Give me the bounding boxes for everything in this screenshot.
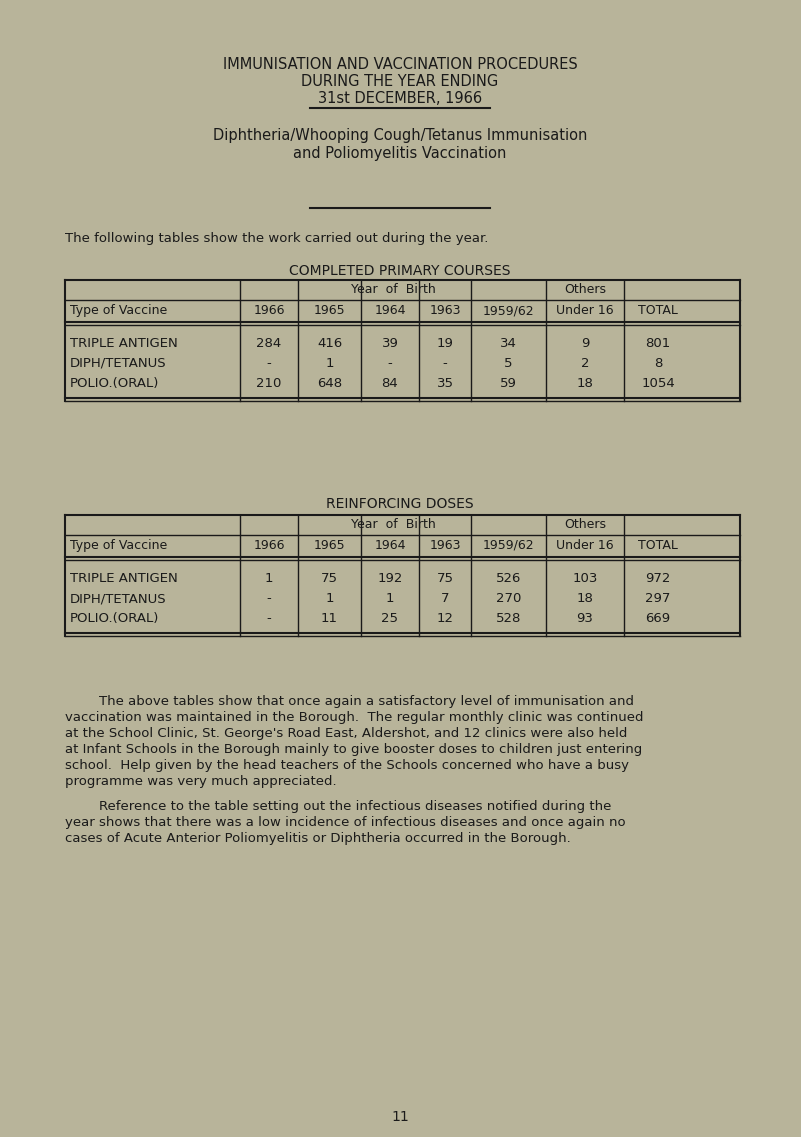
Text: REINFORCING DOSES: REINFORCING DOSES	[326, 497, 474, 511]
Text: 8: 8	[654, 357, 662, 370]
Text: 18: 18	[577, 377, 594, 390]
Text: cases of Acute Anterior Poliomyelitis or Diphtheria occurred in the Borough.: cases of Acute Anterior Poliomyelitis or…	[65, 832, 571, 845]
Text: -: -	[267, 612, 272, 625]
Text: 11: 11	[321, 612, 338, 625]
Text: at the School Clinic, St. George's Road East, Aldershot, and 12 clinics were als: at the School Clinic, St. George's Road …	[65, 727, 627, 740]
Text: 528: 528	[496, 612, 521, 625]
Text: 1964: 1964	[374, 304, 406, 317]
Text: POLIO.(ORAL): POLIO.(ORAL)	[70, 612, 159, 625]
Text: TOTAL: TOTAL	[638, 539, 678, 551]
Text: 1965: 1965	[314, 304, 345, 317]
Text: COMPLETED PRIMARY COURSES: COMPLETED PRIMARY COURSES	[289, 264, 511, 279]
Text: 35: 35	[437, 377, 453, 390]
Text: 2: 2	[581, 357, 590, 370]
Text: 210: 210	[256, 377, 282, 390]
Text: 75: 75	[437, 572, 453, 586]
Text: 1963: 1963	[429, 304, 461, 317]
Text: Under 16: Under 16	[556, 539, 614, 551]
Text: at Infant Schools in the Borough mainly to give booster doses to children just e: at Infant Schools in the Borough mainly …	[65, 742, 642, 756]
Text: POLIO.(ORAL): POLIO.(ORAL)	[70, 377, 159, 390]
Text: 5: 5	[505, 357, 513, 370]
Text: -: -	[443, 357, 448, 370]
Text: Under 16: Under 16	[556, 304, 614, 317]
Text: TRIPLE ANTIGEN: TRIPLE ANTIGEN	[70, 572, 178, 586]
Text: Others: Others	[564, 283, 606, 296]
Text: 1959/62: 1959/62	[483, 539, 534, 551]
Text: Type of Vaccine: Type of Vaccine	[70, 539, 167, 551]
Text: -: -	[267, 592, 272, 605]
Text: 103: 103	[572, 572, 598, 586]
Text: The following tables show the work carried out during the year.: The following tables show the work carri…	[65, 232, 489, 244]
Text: 1963: 1963	[429, 539, 461, 551]
Text: school.  Help given by the head teachers of the Schools concerned who have a bus: school. Help given by the head teachers …	[65, 760, 629, 772]
Text: 1964: 1964	[374, 539, 406, 551]
Text: 84: 84	[381, 377, 398, 390]
Text: 270: 270	[496, 592, 521, 605]
Text: 18: 18	[577, 592, 594, 605]
Text: 1965: 1965	[314, 539, 345, 551]
Text: 11: 11	[391, 1110, 409, 1124]
Text: 972: 972	[646, 572, 670, 586]
Text: Type of Vaccine: Type of Vaccine	[70, 304, 167, 317]
Text: -: -	[388, 357, 392, 370]
Text: 93: 93	[577, 612, 594, 625]
Text: 34: 34	[500, 337, 517, 350]
Text: 297: 297	[646, 592, 670, 605]
Text: The above tables show that once again a satisfactory level of immunisation and: The above tables show that once again a …	[65, 695, 634, 708]
Text: 669: 669	[646, 612, 670, 625]
Text: programme was very much appreciated.: programme was very much appreciated.	[65, 775, 336, 788]
Text: 284: 284	[256, 337, 282, 350]
Text: Diphtheria/Whooping Cough/Tetanus Immunisation: Diphtheria/Whooping Cough/Tetanus Immuni…	[213, 128, 587, 143]
Text: 1966: 1966	[253, 304, 284, 317]
Text: 1: 1	[325, 357, 334, 370]
Text: 1: 1	[325, 592, 334, 605]
Text: 526: 526	[496, 572, 521, 586]
Text: TRIPLE ANTIGEN: TRIPLE ANTIGEN	[70, 337, 178, 350]
Text: 416: 416	[317, 337, 342, 350]
Text: 25: 25	[381, 612, 399, 625]
Text: 801: 801	[646, 337, 670, 350]
Text: DURING THE YEAR ENDING: DURING THE YEAR ENDING	[301, 74, 499, 89]
Text: 1054: 1054	[641, 377, 675, 390]
Text: 648: 648	[317, 377, 342, 390]
Text: 1: 1	[386, 592, 394, 605]
Text: DIPH/TETANUS: DIPH/TETANUS	[70, 592, 167, 605]
Text: TOTAL: TOTAL	[638, 304, 678, 317]
Text: year shows that there was a low incidence of infectious diseases and once again : year shows that there was a low incidenc…	[65, 816, 626, 829]
Text: 1966: 1966	[253, 539, 284, 551]
Text: Others: Others	[564, 518, 606, 531]
Text: 31st DECEMBER, 1966: 31st DECEMBER, 1966	[318, 91, 482, 106]
Text: 7: 7	[441, 592, 449, 605]
Text: Year  of  Birth: Year of Birth	[351, 283, 436, 296]
Text: 39: 39	[381, 337, 398, 350]
Text: vaccination was maintained in the Borough.  The regular monthly clinic was conti: vaccination was maintained in the Boroug…	[65, 711, 643, 724]
Text: DIPH/TETANUS: DIPH/TETANUS	[70, 357, 167, 370]
Text: 59: 59	[500, 377, 517, 390]
Text: 75: 75	[321, 572, 338, 586]
Text: IMMUNISATION AND VACCINATION PROCEDURES: IMMUNISATION AND VACCINATION PROCEDURES	[223, 57, 578, 72]
Text: -: -	[267, 357, 272, 370]
Text: 1: 1	[265, 572, 273, 586]
Text: 192: 192	[377, 572, 403, 586]
Text: Reference to the table setting out the infectious diseases notified during the: Reference to the table setting out the i…	[65, 800, 611, 813]
Text: 12: 12	[437, 612, 453, 625]
Text: Year  of  Birth: Year of Birth	[351, 518, 436, 531]
Text: and Poliomyelitis Vaccination: and Poliomyelitis Vaccination	[293, 146, 507, 161]
Text: 19: 19	[437, 337, 453, 350]
Text: 9: 9	[581, 337, 590, 350]
Text: 1959/62: 1959/62	[483, 304, 534, 317]
